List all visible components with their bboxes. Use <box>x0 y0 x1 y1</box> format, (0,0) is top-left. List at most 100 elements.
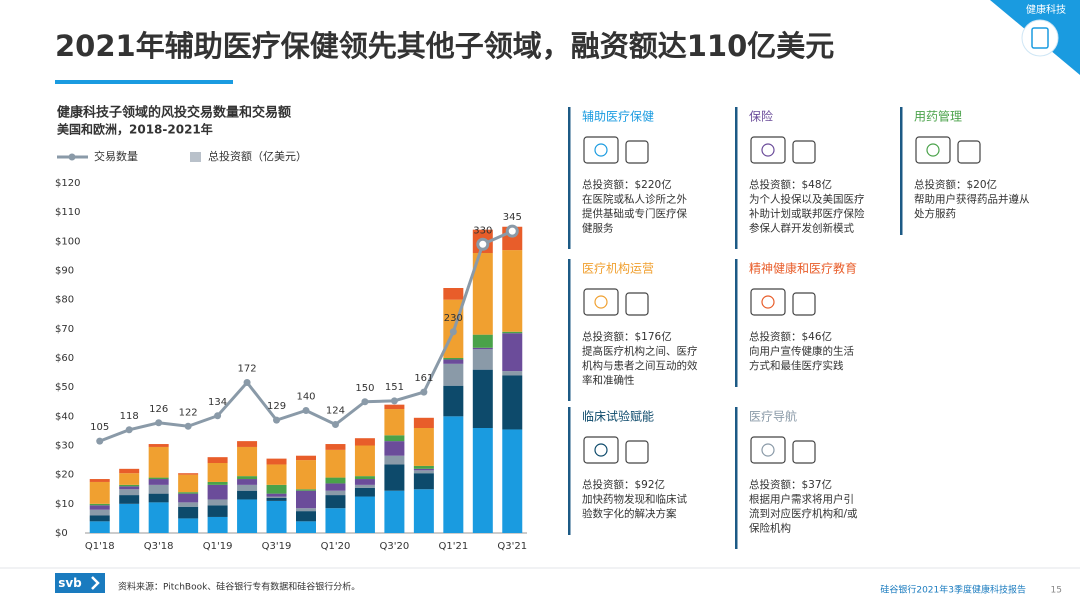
bar-segment <box>266 464 287 485</box>
data-label: 105 <box>90 422 109 433</box>
icon <box>583 288 619 316</box>
panel-bar <box>568 259 571 401</box>
bar-segment <box>296 489 316 491</box>
panel-text: 提供基础或专门医疗保 <box>582 207 687 220</box>
deal-count-point <box>476 237 490 251</box>
y-tick-label: $20 <box>55 470 74 481</box>
panel-bar <box>735 107 738 249</box>
bar-segment <box>354 445 375 477</box>
legend-label: 交易数量 <box>94 149 138 163</box>
bar-segment <box>89 481 110 504</box>
data-label: 122 <box>179 407 198 418</box>
panel-text: 方式和最佳医疗实践 <box>749 359 844 372</box>
bar-segment <box>178 502 199 507</box>
bar-segment <box>207 505 228 517</box>
bar-segment <box>89 509 110 516</box>
y-tick-label: $10 <box>55 499 74 510</box>
bar-segment <box>266 496 287 498</box>
x-tick-label: Q3'21 <box>497 541 527 552</box>
bar-segment <box>178 506 199 519</box>
y-tick-label: $0 <box>55 528 68 539</box>
deal-count-point <box>273 416 281 424</box>
bar-segment <box>502 375 523 430</box>
tag: 健康科技 <box>1026 3 1066 16</box>
bar-segment <box>266 458 287 465</box>
panel-text: 提高医疗机构之间、医疗 <box>582 345 698 358</box>
bar-segment <box>472 349 493 370</box>
panel-text: 处方服药 <box>914 207 956 220</box>
bar-segment <box>472 347 493 350</box>
bar-segment <box>207 499 228 506</box>
icon <box>750 436 786 464</box>
deal-count-point <box>96 437 104 445</box>
bar-segment <box>502 371 523 376</box>
bar-segment <box>413 428 434 466</box>
bar-segment <box>413 489 434 533</box>
panel-text: 健服务 <box>582 222 614 235</box>
deal-count-point <box>302 407 310 414</box>
panel-text: 补助计划或联邦医疗保险 <box>749 207 865 220</box>
data-label: 129 <box>267 401 286 412</box>
bar-segment <box>443 416 464 533</box>
panel-title: 保险 <box>749 109 773 124</box>
bar-segment <box>325 508 346 533</box>
icon <box>792 140 816 164</box>
tag-icon <box>1021 19 1059 57</box>
bar-segment <box>296 508 316 512</box>
bar-segment <box>266 498 287 501</box>
panel-amount: 总投资额：$92亿 <box>582 478 665 491</box>
icon <box>957 140 981 164</box>
panel-title: 用药管理 <box>914 109 962 124</box>
bar-segment <box>119 484 140 487</box>
bar-segment <box>119 473 140 485</box>
panel-amount: 总投资额：$48亿 <box>749 178 832 191</box>
bar-segment <box>354 484 375 488</box>
bar-segment <box>178 493 199 503</box>
y-tick-label: $100 <box>55 236 80 247</box>
y-tick-label: $30 <box>55 441 74 452</box>
bar-segment <box>237 476 258 480</box>
icon <box>625 140 649 164</box>
panel-text: 在医院或私人诊所之外 <box>582 193 687 206</box>
bar-segment <box>207 516 228 533</box>
bar-segment <box>502 333 523 372</box>
bar-segment <box>325 449 346 478</box>
icon <box>761 295 775 309</box>
x-tick-label: Q1'21 <box>438 541 468 552</box>
bar-segment <box>443 288 464 300</box>
page-number: 15 <box>1051 586 1062 596</box>
y-tick-label: $110 <box>55 207 80 218</box>
panel-text: 机构与患者之间互动的效 <box>582 359 698 372</box>
bar-segment <box>89 479 110 482</box>
icon <box>583 436 619 464</box>
data-label: 140 <box>296 392 315 403</box>
bar-segment <box>413 468 434 471</box>
bar-segment <box>296 490 316 509</box>
source-note: 资料来源：PitchBook、硅谷银行专有数据和硅谷银行分析。 <box>118 581 360 593</box>
bar-segment <box>443 358 464 360</box>
data-label: 172 <box>238 364 257 375</box>
y-tick-label: $120 <box>55 178 80 189</box>
icon <box>625 292 649 316</box>
bar-segment <box>325 444 346 450</box>
bar-segment <box>354 487 375 497</box>
bar-segment <box>119 489 140 496</box>
deal-count-point <box>125 426 133 434</box>
data-label: 118 <box>120 411 139 422</box>
bar-segment <box>384 441 405 456</box>
bar-segment <box>502 331 523 334</box>
panel-bar <box>735 407 738 549</box>
bar-segment <box>148 479 169 485</box>
tag-icon <box>1031 27 1049 49</box>
bar-segment <box>119 495 140 504</box>
bar-segment <box>502 250 523 332</box>
bar-segment <box>384 435 405 442</box>
deal-count-point <box>243 379 251 386</box>
y-tick-label: $40 <box>55 411 74 422</box>
bar-segment <box>207 484 228 500</box>
bar-segment <box>325 495 346 509</box>
bar-segment <box>237 441 258 447</box>
x-tick-label: Q1'19 <box>203 541 233 552</box>
panel-amount: 总投资额：$220亿 <box>582 178 672 191</box>
